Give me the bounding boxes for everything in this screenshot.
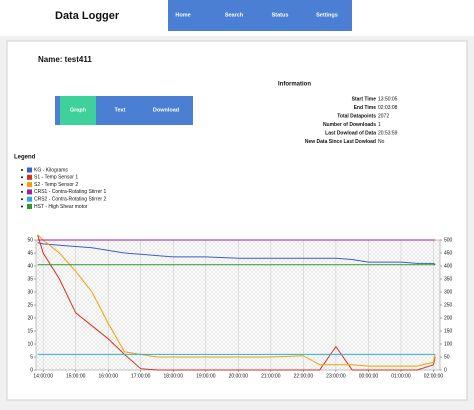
legend-swatch [27,189,32,195]
y-tick-label: 15 [27,328,33,334]
info-title: Information [278,82,311,88]
x-tick-label: 00:00:00 [359,373,379,379]
app-title: Data Logger [55,10,120,22]
button-label[interactable]: Download [153,107,179,113]
x-tick-label: 21:00:00 [261,373,281,379]
y-tick-label: 20 [27,315,33,321]
device-name: Name: test411 [38,55,92,64]
nav-item[interactable]: Home [175,12,190,18]
nav-item[interactable]: Status [272,12,289,18]
chart: 0510152025303540455005010015020025030035… [27,234,453,379]
legend-swatch [27,167,32,173]
info-value: 02:03:08 [378,105,398,111]
x-tick-label: 02:00:00 [424,373,444,379]
legend-bullet [21,198,23,201]
y-tick-label: 0 [30,367,33,373]
legend-bullet [21,169,23,171]
button-label[interactable]: Text [115,107,126,113]
graph-button[interactable] [60,96,96,125]
nav-item[interactable]: Search [225,12,244,18]
legend-bullet [21,176,23,179]
x-tick-label: 14:00:00 [33,373,53,379]
y-tick-label: 30 [27,289,33,295]
x-tick-label: 18:00:00 [164,373,184,379]
legend-label: CRS1 - Contra-Rotating Stirrer 1 [34,189,106,195]
y-tick-label: 50 [27,237,33,243]
info-value: 1 [378,122,381,128]
y2-tick-label: 50 [444,354,450,360]
y2-tick-label: 200 [444,315,453,321]
legend-label: HST - High Shear motor [34,204,88,210]
legend-swatch [27,204,32,209]
legend-label: KG - Kilograms [34,167,68,173]
button-label[interactable]: Graph [70,107,87,113]
series-line [37,234,436,367]
y2-tick-label: 0 [444,367,447,373]
y2-tick-label: 150 [444,328,453,334]
info-value: No [378,139,385,145]
info-label: New Data Since Last Dowload [305,139,376,145]
series-line [37,242,436,266]
y-tick-label: 35 [27,276,33,282]
series-line [37,234,436,371]
y2-tick-label: 500 [444,237,453,243]
legend-swatch [27,196,32,202]
info-label: Start Time [352,96,377,102]
info-value: 13:50:05 [378,96,398,102]
info-label: Total Datapoints [337,113,376,119]
x-tick-label: 19:00:00 [196,373,216,379]
legend-swatch [27,182,32,188]
info-label: End Time [354,105,377,111]
info-value: 20:53:59 [378,130,398,136]
x-tick-label: 15:00:00 [66,373,86,379]
y2-tick-label: 400 [444,263,453,269]
y2-tick-label: 450 [444,250,453,256]
legend-bullet [21,205,23,208]
x-tick-label: 20:00:00 [229,373,249,379]
y-tick-label: 5 [30,354,33,360]
info-value: 2072 [378,113,389,119]
nav-item[interactable]: Settings [316,12,338,18]
legend-label: S2 - Temp Sensor 2 [34,182,78,188]
info-label: Number of Downloads [323,122,376,128]
y2-tick-label: 100 [444,341,453,347]
y-tick-label: 25 [27,302,33,308]
legend: Legend KG - Kilograms S1 - Temp Sensor 1S… [14,155,106,210]
plot-area [35,239,441,371]
nav-bar [168,0,352,31]
y-tick-label: 40 [27,263,33,269]
x-tick-label: 23:00:00 [326,373,346,379]
y-tick-label: 10 [27,341,33,347]
legend-label: S1 - Temp Sensor 1 [34,175,78,181]
y2-tick-label: 350 [444,276,453,282]
legend-bullet [21,183,23,186]
x-tick-label: 01:00:00 [391,373,411,379]
legend-bullet [21,190,23,193]
legend-swatch [27,174,32,180]
y2-tick-label: 300 [444,289,453,295]
legend-title: Legend [14,155,36,161]
x-tick-label: 22:00:00 [294,373,314,379]
legend-label: CRS2 - Contra-Rotating Stirrer 2 [34,197,106,203]
y2-tick-label: 250 [444,302,453,308]
y-tick-label: 45 [27,250,33,256]
x-tick-label: 16:00:00 [98,373,118,379]
info-label: Last Dowload of Data [325,130,376,136]
x-tick-label: 17:00:00 [131,373,151,379]
